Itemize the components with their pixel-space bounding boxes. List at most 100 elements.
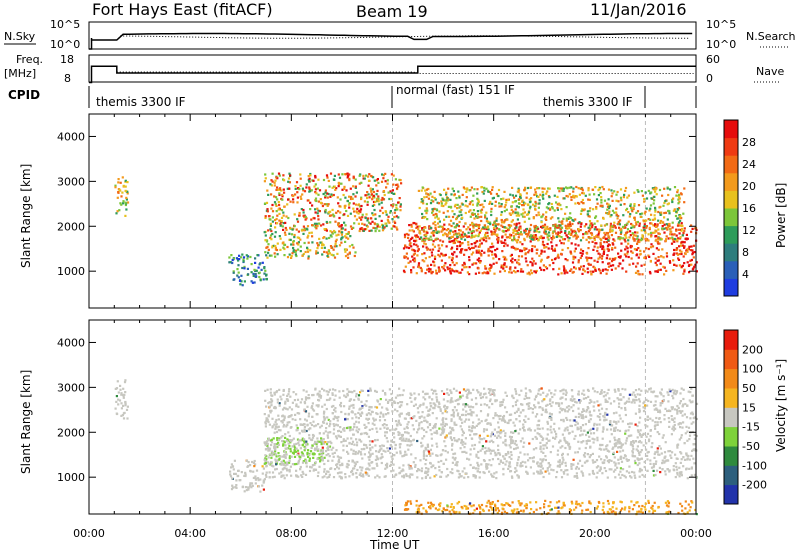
data-cell: [650, 466, 654, 469]
data-cell: [619, 457, 622, 460]
data-cell: [453, 205, 457, 208]
data-cell: [457, 190, 460, 193]
data-cell: [404, 453, 407, 456]
data-cell: [377, 195, 380, 198]
data-cell: [484, 236, 487, 239]
data-cell: [119, 181, 122, 184]
data-cell: [538, 213, 541, 217]
data-cell: [365, 174, 368, 177]
data-cell: [548, 202, 551, 205]
data-cell: [535, 269, 538, 273]
data-cell: [572, 404, 575, 407]
data-cell: [608, 459, 611, 462]
data-cell: [464, 204, 467, 207]
data-cell: [386, 427, 389, 430]
data-cell: [357, 411, 360, 415]
data-cell: [611, 257, 614, 260]
data-cell: [374, 476, 377, 479]
data-cell: [347, 256, 350, 259]
data-cell: [483, 251, 486, 254]
data-cell: [632, 448, 635, 451]
data-cell: [333, 425, 336, 428]
data-cell: [420, 236, 423, 239]
data-cell: [427, 197, 430, 200]
data-cell: [409, 417, 412, 420]
data-cell: [312, 179, 315, 182]
data-cell: [505, 411, 508, 414]
data-cell: [685, 237, 688, 240]
data-cell: [503, 269, 506, 273]
data-cell: [473, 217, 476, 220]
data-cell: [291, 252, 294, 255]
data-cell: [637, 238, 640, 241]
data-cell: [421, 411, 424, 414]
data-cell: [483, 227, 486, 230]
data-cell: [537, 424, 540, 427]
data-cell: [270, 184, 273, 187]
data-cell: [349, 398, 352, 401]
data-cell: [464, 200, 468, 203]
data-cell: [491, 186, 494, 189]
data-cell: [318, 395, 321, 398]
data-cell: [293, 463, 296, 466]
data-cell: [381, 206, 384, 209]
data-cell: [429, 268, 432, 271]
data-cell: [401, 455, 404, 458]
data-cell: [294, 249, 298, 252]
data-cell: [516, 218, 519, 221]
data-cell: [352, 207, 355, 210]
data-cell: [315, 252, 318, 255]
data-cell: [643, 225, 646, 228]
data-cell: [352, 246, 355, 249]
data-cell: [305, 183, 308, 186]
data-cell: [358, 216, 361, 219]
data-cell: [288, 181, 291, 184]
data-cell: [403, 270, 406, 274]
data-cell: [599, 229, 602, 232]
data-cell: [478, 476, 481, 479]
data-cell: [668, 420, 671, 423]
data-cell: [518, 393, 521, 397]
data-cell: [686, 430, 689, 433]
data-cell: [313, 185, 316, 188]
data-cell: [647, 189, 650, 192]
data-cell: [302, 211, 305, 214]
data-cell: [476, 188, 479, 191]
data-cell: [264, 216, 267, 219]
data-cell: [341, 188, 344, 191]
data-cell: [511, 201, 514, 204]
data-cell: [603, 199, 607, 202]
data-cell: [551, 232, 554, 235]
data-cell: [356, 468, 359, 472]
data-cell: [602, 395, 605, 398]
data-cell: [586, 210, 589, 213]
data-cell: [267, 251, 270, 254]
data-cell: [571, 261, 575, 264]
data-cell: [662, 221, 665, 224]
data-cell: [343, 206, 346, 209]
data-cell: [422, 202, 425, 205]
data-cell: [285, 398, 288, 401]
data-cell: [467, 235, 471, 238]
data-cell: [425, 212, 428, 215]
data-cell: [431, 208, 434, 211]
data-cell: [533, 238, 536, 241]
data-cell: [295, 462, 298, 466]
data-cell: [599, 205, 602, 208]
data-cell: [404, 439, 407, 442]
data-cell: [299, 173, 302, 176]
data-cell: [542, 213, 545, 216]
data-cell: [507, 236, 510, 239]
data-cell: [541, 237, 544, 240]
data-cell: [560, 252, 563, 255]
data-cell: [615, 213, 618, 216]
data-cell: [669, 233, 672, 236]
data-cell: [418, 237, 421, 240]
data-cell: [636, 231, 639, 234]
data-cell: [546, 225, 549, 228]
data-cell: [114, 186, 117, 189]
data-cell: [373, 179, 376, 182]
data-cell: [417, 189, 420, 192]
data-cell: [429, 270, 432, 273]
